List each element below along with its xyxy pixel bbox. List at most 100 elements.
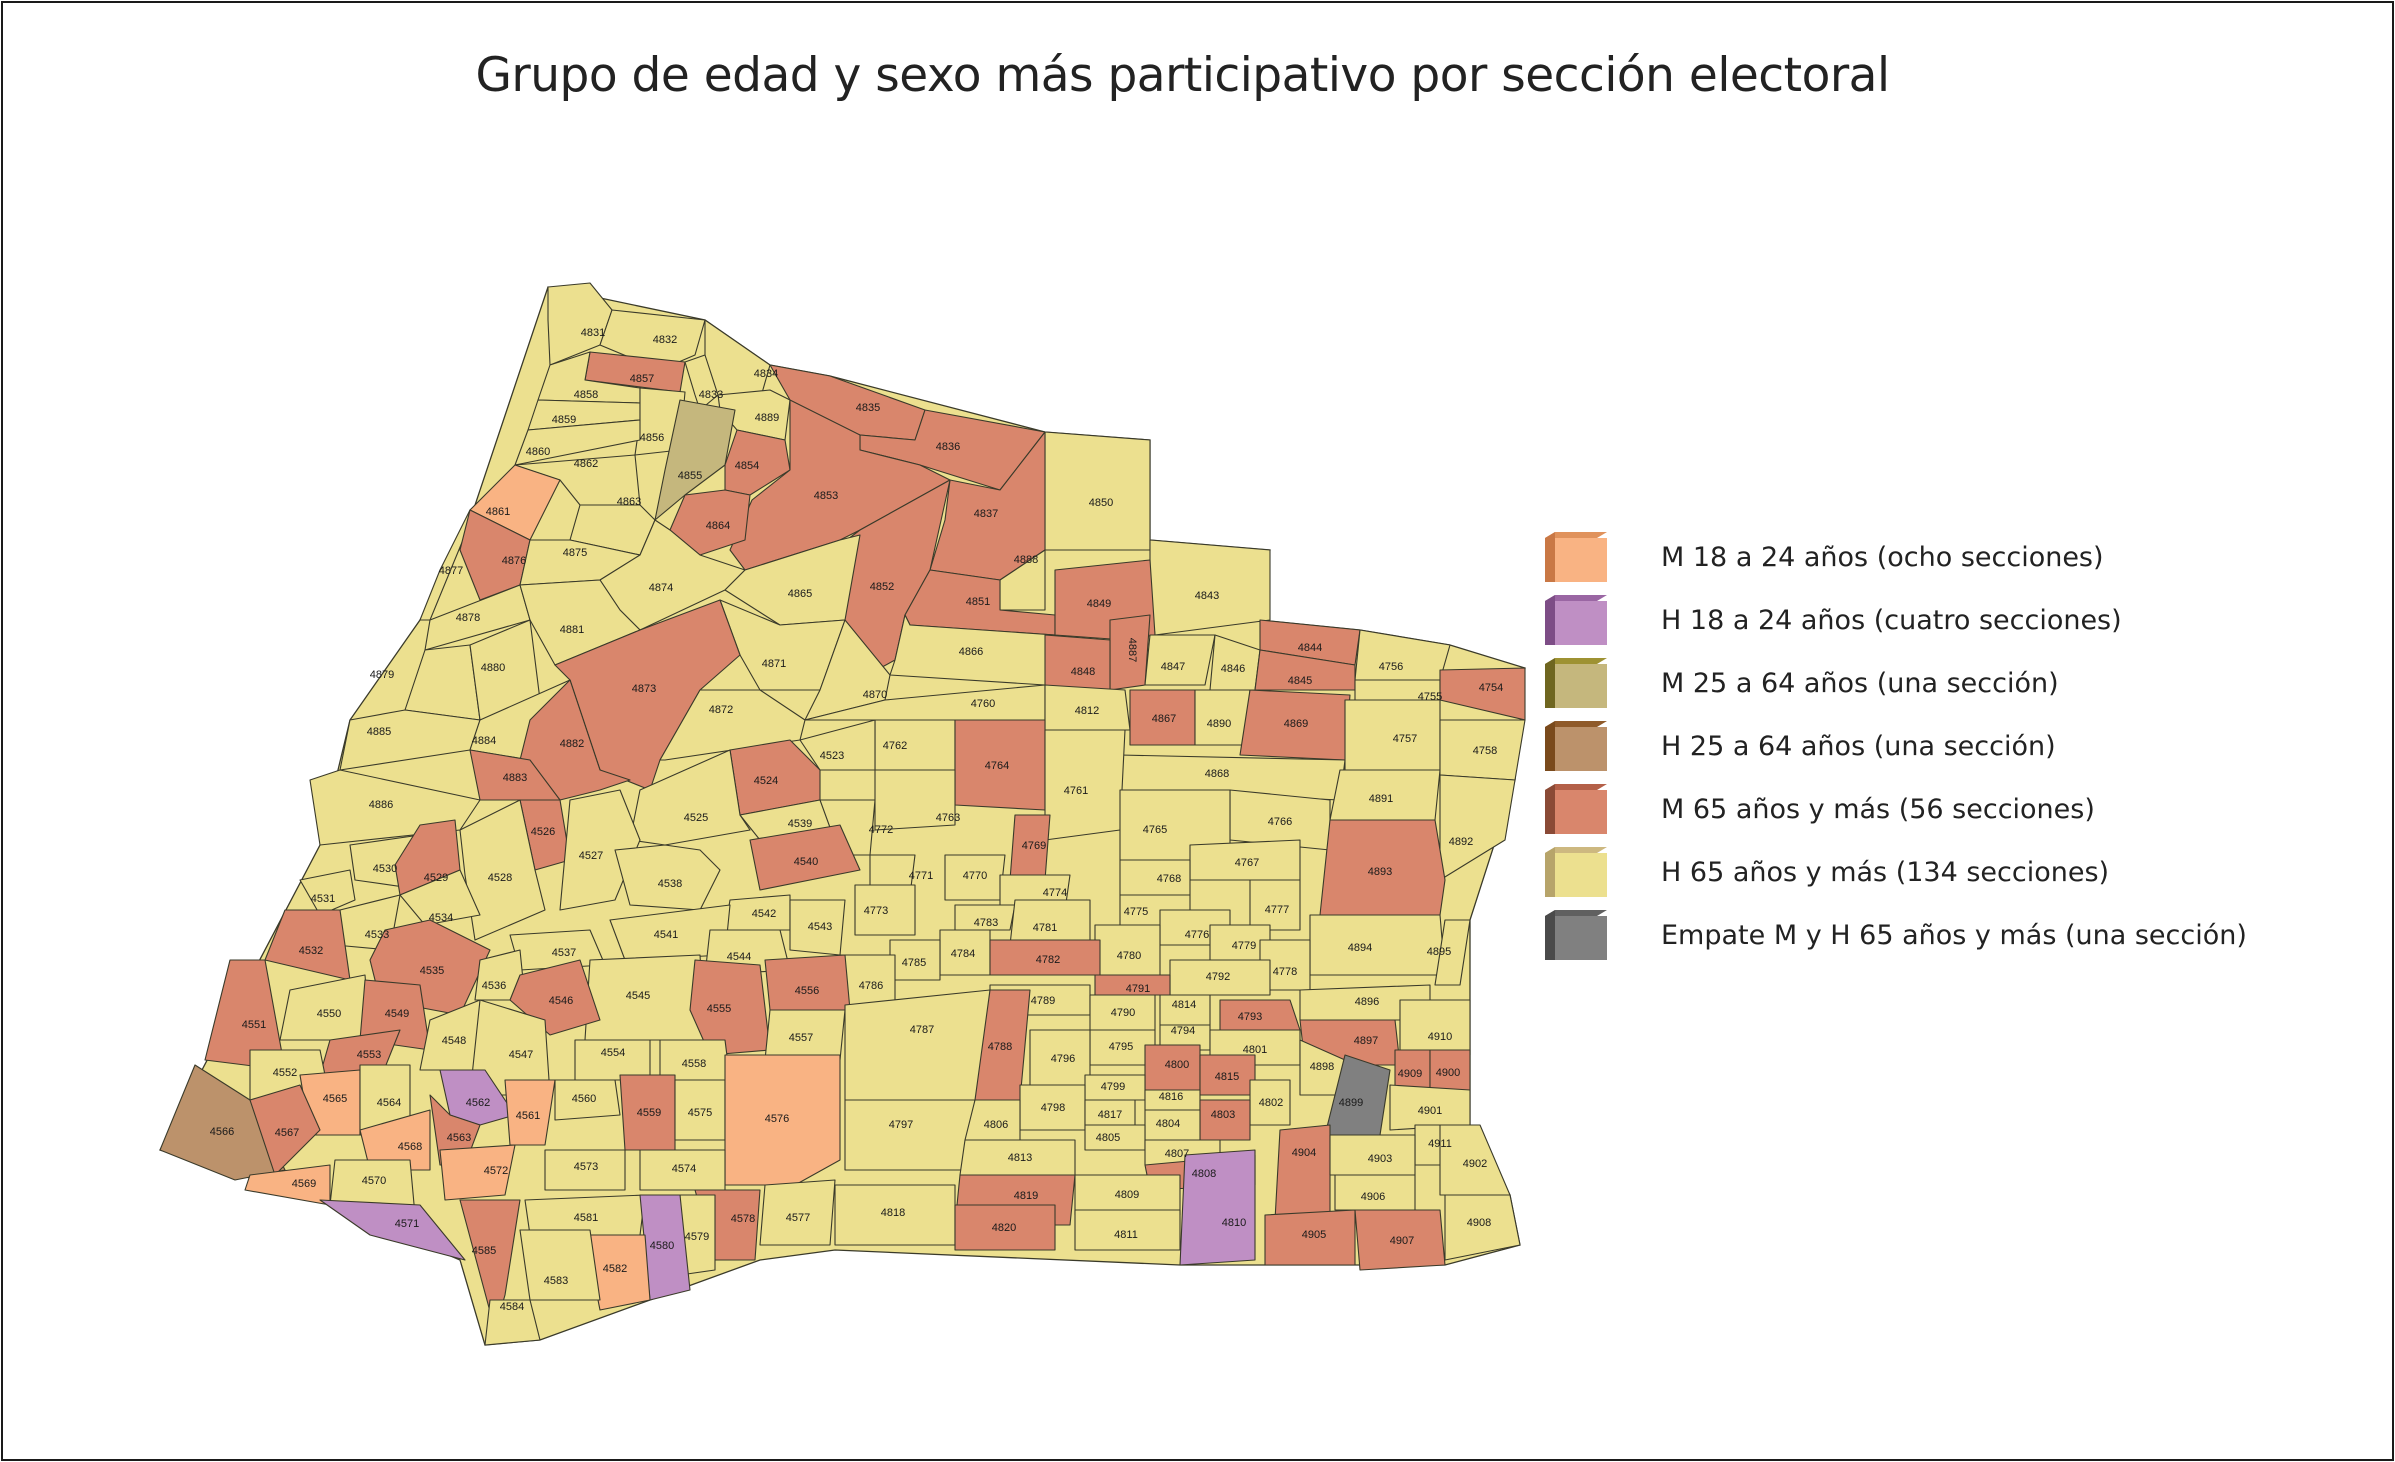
section-label: 4889 (755, 412, 779, 424)
section-4571[interactable] (319, 1199, 466, 1261)
section-label: 4553 (357, 1049, 381, 1061)
section-4583[interactable] (519, 1229, 601, 1301)
section-4783[interactable] (954, 904, 1016, 931)
section-label: 4786 (859, 980, 883, 992)
section-label: 4875 (563, 547, 587, 559)
swatch-icon (1545, 721, 1607, 771)
section-4843[interactable] (1149, 539, 1271, 636)
section-label: 4893 (1368, 866, 1392, 878)
legend-item-m-65: M 65 años y más (56 secciones) (1545, 784, 2095, 834)
section-4560[interactable] (554, 1079, 621, 1121)
section-label: 4864 (706, 520, 730, 532)
section-label: 4810 (1222, 1217, 1246, 1229)
section-4584[interactable] (484, 1299, 541, 1346)
section-4905[interactable] (1264, 1209, 1356, 1266)
section-label: 4548 (442, 1035, 466, 1047)
section-label: 4539 (788, 818, 812, 830)
section-label: 4796 (1051, 1053, 1075, 1065)
section-4847[interactable] (1144, 634, 1216, 686)
section-4885[interactable] (339, 709, 481, 771)
section-label: 4790 (1111, 1007, 1135, 1019)
section-label: 4582 (603, 1263, 627, 1275)
section-label: 4538 (658, 878, 682, 890)
section-label: 4561 (516, 1110, 540, 1122)
section-label: 4557 (789, 1032, 813, 1044)
section-4538[interactable] (614, 844, 721, 911)
section-label: 4833 (699, 389, 723, 401)
section-label: 4854 (735, 460, 759, 472)
section-label: 4756 (1379, 661, 1403, 673)
section-label: 4771 (909, 870, 933, 882)
section-4577[interactable] (759, 1179, 836, 1246)
section-4860[interactable] (514, 419, 641, 466)
section-label: 4818 (881, 1207, 905, 1219)
legend-label: Empate M y H 65 años y más (una sección) (1661, 919, 2247, 951)
legend-label: H 25 a 64 años (una sección) (1661, 730, 2056, 762)
section-label: 4831 (581, 327, 605, 339)
section-4833[interactable] (684, 354, 719, 411)
section-label: 4801 (1243, 1044, 1267, 1056)
section-4831[interactable] (547, 282, 613, 366)
section-label: 4835 (856, 402, 880, 414)
section-label: 4874 (649, 582, 673, 594)
section-label: 4897 (1354, 1035, 1378, 1047)
section-4534[interactable] (399, 869, 481, 926)
section-4797[interactable] (844, 1099, 976, 1171)
section-label: 4836 (936, 441, 960, 453)
section-label: 4543 (808, 921, 832, 933)
section-4892[interactable] (1439, 774, 1516, 881)
section-4585[interactable] (459, 1199, 521, 1331)
section-label: 4769 (1022, 840, 1046, 852)
section-4893[interactable] (1319, 819, 1446, 916)
section-label: 4762 (883, 740, 907, 752)
legend-item-m-18-24: M 18 a 24 años (ocho secciones) (1545, 532, 2104, 582)
section-4554[interactable] (574, 1039, 651, 1081)
section-label: 4527 (579, 850, 603, 862)
section-4910[interactable] (1399, 999, 1471, 1056)
section-4572[interactable] (439, 1144, 516, 1201)
section-4787[interactable] (844, 989, 991, 1101)
section-label: 4832 (653, 334, 677, 346)
section-4904[interactable] (1274, 1124, 1331, 1221)
section-4531[interactable] (299, 869, 356, 916)
section-label: 4776 (1185, 929, 1209, 941)
section-4820[interactable] (954, 1204, 1056, 1251)
section-4895[interactable] (1434, 919, 1471, 986)
section-4568[interactable] (359, 1109, 431, 1171)
swatch-icon (1545, 910, 1607, 960)
section-4556[interactable] (764, 954, 851, 1011)
section-4777[interactable] (1249, 879, 1301, 931)
section-4908[interactable] (1444, 1194, 1521, 1261)
section-4773[interactable] (854, 884, 916, 936)
section-4811[interactable] (1074, 1209, 1181, 1251)
section-4907[interactable] (1354, 1209, 1446, 1271)
section-label: 4856 (640, 432, 664, 444)
section-4853[interactable] (729, 399, 951, 571)
section-4894[interactable] (1309, 914, 1446, 976)
section-4562[interactable] (439, 1069, 516, 1126)
section-4528[interactable] (459, 799, 546, 941)
section-4555[interactable] (689, 959, 771, 1056)
section-4563[interactable] (429, 1094, 481, 1166)
section-4573[interactable] (544, 1149, 626, 1191)
section-4561[interactable] (504, 1079, 556, 1146)
section-4810[interactable] (1179, 1149, 1256, 1266)
section-label: 4789 (1031, 995, 1055, 1007)
section-label: 4775 (1124, 906, 1148, 918)
section-4763[interactable] (874, 769, 956, 831)
section-label: 4546 (549, 995, 573, 1007)
section-4540[interactable] (749, 824, 861, 891)
section-label: 4579 (685, 1231, 709, 1243)
section-label: 4542 (752, 908, 776, 920)
section-label: 4780 (1117, 950, 1141, 962)
section-label: 4525 (684, 812, 708, 824)
section-label: 4898 (1310, 1061, 1334, 1073)
section-4848[interactable] (1044, 634, 1111, 691)
section-label: 4815 (1215, 1071, 1239, 1083)
section-4567[interactable] (249, 1084, 321, 1176)
section-label: 4890 (1207, 718, 1231, 730)
section-label: 4799 (1101, 1081, 1125, 1093)
section-4850[interactable] (1044, 431, 1151, 551)
section-4870[interactable] (804, 619, 891, 721)
